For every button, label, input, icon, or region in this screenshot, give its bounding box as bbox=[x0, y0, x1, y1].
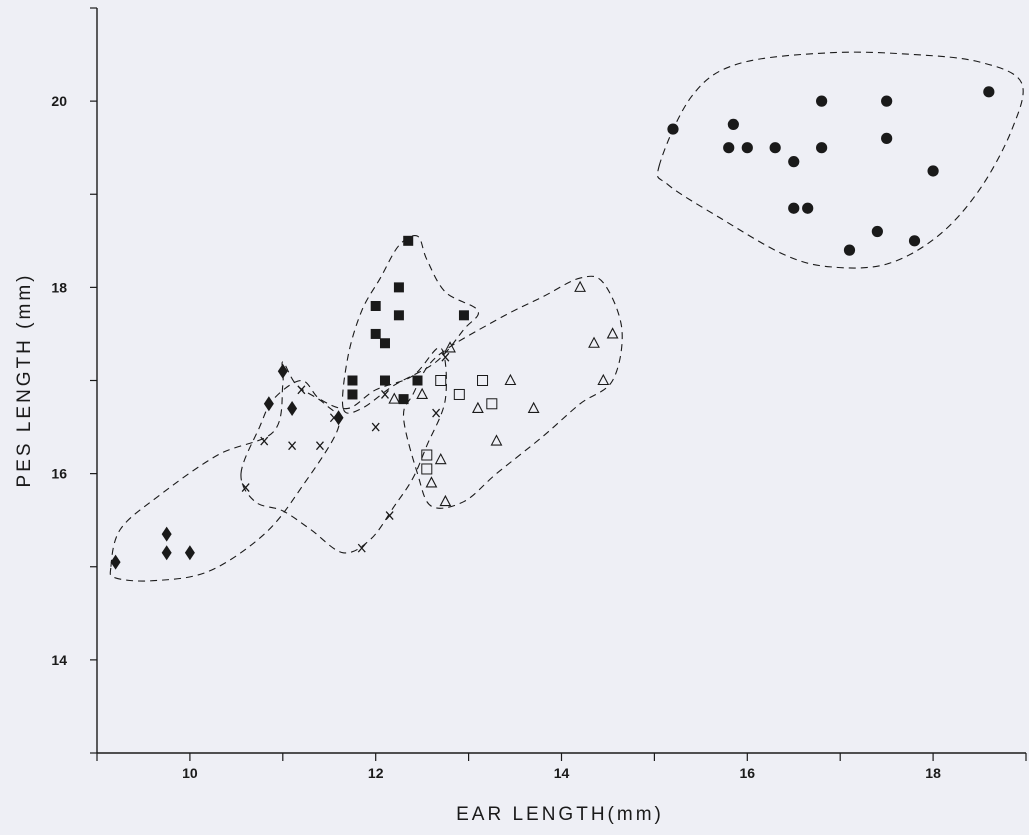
data-point bbox=[471, 401, 484, 413]
data-point bbox=[477, 375, 489, 386]
y-axis-title: PES LENGTH (mm) bbox=[14, 273, 35, 488]
data-point bbox=[347, 375, 358, 386]
data-point bbox=[357, 543, 366, 553]
data-point bbox=[287, 400, 298, 416]
group-outline bbox=[656, 51, 1024, 269]
data-point bbox=[371, 422, 380, 432]
data-point bbox=[881, 132, 893, 144]
data-point bbox=[458, 310, 469, 321]
data-point bbox=[398, 394, 409, 405]
data-point bbox=[741, 142, 753, 154]
data-point bbox=[927, 165, 939, 177]
data-point bbox=[802, 202, 814, 214]
group-outline bbox=[402, 275, 623, 509]
data-point bbox=[421, 463, 433, 475]
data-point bbox=[288, 441, 297, 451]
data-point bbox=[667, 123, 679, 135]
data-point bbox=[881, 95, 893, 107]
y-tick-label: 14 bbox=[51, 652, 67, 668]
data-point bbox=[439, 494, 452, 507]
x-tick-label: 10 bbox=[182, 765, 198, 781]
data-point bbox=[110, 554, 121, 570]
data-point bbox=[379, 338, 390, 349]
data-point bbox=[788, 156, 800, 168]
data-point bbox=[184, 545, 195, 561]
data-point bbox=[260, 436, 269, 446]
data-point bbox=[161, 545, 172, 561]
data-point bbox=[416, 387, 429, 400]
data-point bbox=[403, 235, 414, 246]
points-group bbox=[110, 86, 995, 570]
data-point bbox=[370, 301, 381, 311]
data-point bbox=[486, 398, 498, 410]
data-point bbox=[490, 434, 503, 446]
data-point bbox=[370, 328, 381, 339]
y-tick-label: 20 bbox=[51, 93, 67, 109]
group-outline bbox=[109, 361, 340, 582]
data-point bbox=[527, 401, 540, 413]
data-point bbox=[277, 363, 288, 379]
data-point bbox=[788, 202, 800, 214]
data-point bbox=[432, 408, 441, 418]
data-point bbox=[444, 341, 456, 353]
data-point bbox=[816, 142, 828, 154]
data-point bbox=[385, 511, 394, 520]
x-tick-label: 16 bbox=[740, 765, 756, 781]
data-point bbox=[843, 244, 856, 256]
data-point bbox=[161, 526, 172, 542]
data-point bbox=[263, 396, 274, 412]
data-point bbox=[393, 310, 404, 321]
y-tick-label: 18 bbox=[51, 279, 67, 295]
data-point bbox=[453, 388, 465, 400]
data-point bbox=[435, 375, 447, 386]
data-point bbox=[441, 352, 450, 362]
data-point bbox=[333, 410, 344, 426]
group-outline bbox=[240, 347, 447, 554]
data-point bbox=[421, 449, 433, 461]
data-point bbox=[434, 452, 447, 465]
data-point bbox=[329, 413, 338, 423]
x-axis-title: EAR LENGTH(mm) bbox=[456, 804, 664, 825]
data-point bbox=[425, 476, 438, 488]
data-point bbox=[241, 483, 250, 493]
data-point bbox=[983, 86, 995, 98]
data-point bbox=[347, 389, 358, 400]
data-point bbox=[816, 95, 828, 107]
data-point bbox=[379, 375, 390, 386]
y-tick-label: 16 bbox=[51, 466, 67, 482]
data-point bbox=[727, 118, 739, 131]
contour-group bbox=[109, 51, 1024, 582]
tick-group: 14 16 18 20 10 12 14 16 18 bbox=[51, 7, 1027, 781]
data-point bbox=[315, 441, 324, 451]
data-point bbox=[723, 142, 735, 154]
x-tick-label: 12 bbox=[368, 765, 384, 781]
data-point bbox=[606, 327, 619, 339]
group-outline bbox=[341, 235, 480, 414]
data-point bbox=[393, 282, 404, 293]
data-point bbox=[908, 235, 921, 247]
data-point bbox=[574, 280, 586, 292]
data-point bbox=[769, 142, 781, 154]
data-point bbox=[504, 373, 517, 386]
data-point bbox=[871, 225, 883, 238]
x-tick-label: 18 bbox=[925, 765, 941, 781]
data-point bbox=[412, 375, 423, 386]
data-point bbox=[597, 373, 610, 386]
data-point bbox=[388, 392, 401, 404]
data-point bbox=[297, 385, 306, 395]
data-point bbox=[381, 390, 389, 399]
data-point bbox=[588, 336, 600, 348]
x-tick-label: 14 bbox=[554, 765, 570, 781]
